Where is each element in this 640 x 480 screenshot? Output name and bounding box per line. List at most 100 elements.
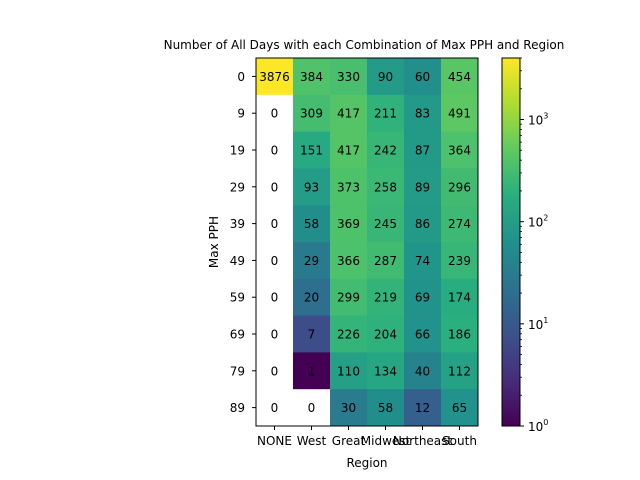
cell-value-label: 7: [308, 328, 316, 342]
cell-value-label: 66: [415, 328, 430, 342]
heatmap-cell: [256, 58, 294, 96]
heatmap-cell: [330, 58, 368, 96]
cell-value-label: 309: [300, 107, 323, 121]
cell-value-label: 29: [304, 254, 319, 268]
cell-value-label: 204: [374, 328, 397, 342]
heatmap-cell: [256, 205, 294, 243]
heatmap-cell: [256, 278, 294, 316]
x-tick-label: Great: [332, 434, 366, 448]
heatmap-cell: [256, 389, 294, 427]
cell-value-label: 58: [304, 217, 319, 231]
cell-value-label: 110: [337, 364, 360, 378]
heatmap-cell-labels: 3876 384 330 90 60 454 0 309 417 211 83 491 0 151 417 2…: [259, 70, 471, 415]
cell-value-label: 274: [448, 217, 471, 231]
heatmap-cell: [330, 315, 368, 353]
y-tick-label: 89: [230, 401, 245, 415]
cell-value-label: 417: [337, 107, 360, 121]
cell-value-label: 491: [448, 107, 471, 121]
cell-value-label: 417: [337, 144, 360, 158]
cell-value-label: 74: [415, 254, 430, 268]
plot-frame: [255, 57, 479, 427]
cell-value-label: 0: [271, 254, 279, 268]
cell-value-label: 0: [271, 107, 279, 121]
heatmap-cell: [293, 168, 331, 206]
heatmap-cell: [441, 389, 479, 427]
y-tick-label: 49: [230, 254, 245, 268]
cell-value-label: 86: [415, 217, 430, 231]
cell-value-label: 219: [374, 291, 397, 305]
cell-value-label: 0: [271, 144, 279, 158]
cell-value-label: 373: [337, 180, 360, 194]
heatmap-cell: [404, 94, 442, 132]
heatmap-cell: [256, 94, 294, 132]
cell-value-label: 151: [300, 144, 323, 158]
heatmap-cell: [441, 278, 479, 316]
heatmap-cell: [367, 278, 405, 316]
cell-value-label: 330: [337, 70, 360, 84]
heatmap-cell: [367, 168, 405, 206]
heatmap-cell: [256, 242, 294, 280]
cell-value-label: 174: [448, 291, 471, 305]
heatmap-cell: [367, 131, 405, 169]
cell-value-label: 60: [415, 70, 430, 84]
cell-value-label: 242: [374, 144, 397, 158]
y-tick-label: 9: [237, 107, 245, 121]
heatmap-cell: [330, 94, 368, 132]
heatmap-cell: [293, 131, 331, 169]
heatmap-cells: [256, 58, 479, 427]
y-tick-label: 59: [230, 291, 245, 305]
x-tick-label: West: [297, 434, 327, 448]
heatmap-cell: [293, 352, 331, 390]
cell-value-label: 20: [304, 291, 319, 305]
y-axis-label: Max PPH: [207, 216, 221, 268]
cell-value-label: 30: [341, 401, 356, 415]
heatmap-cell: [404, 389, 442, 427]
heatmap-cell: [404, 315, 442, 353]
cell-value-label: 245: [374, 217, 397, 231]
cell-value-label: 239: [448, 254, 471, 268]
heatmap-cell: [441, 205, 479, 243]
y-tick-label: 0: [237, 70, 245, 84]
cell-value-label: 369: [337, 217, 360, 231]
heatmap-cell: [256, 131, 294, 169]
y-tick-label: 29: [230, 180, 245, 194]
colorbar-tick-label: 102: [528, 214, 548, 230]
y-tick-label: 79: [230, 364, 245, 378]
cell-value-label: 0: [271, 180, 279, 194]
heatmap-cell: [367, 94, 405, 132]
heatmap-cell: [367, 58, 405, 96]
x-axis-label: Region: [346, 456, 387, 470]
heatmap-cell: [441, 242, 479, 280]
heatmap-cell: [330, 352, 368, 390]
cell-value-label: 226: [337, 328, 360, 342]
heatmap-cell: [441, 168, 479, 206]
heatmap-cell: [256, 352, 294, 390]
cell-value-label: 0: [271, 217, 279, 231]
colorbar-ticks: 100 101 102 103: [520, 57, 548, 434]
cell-value-label: 112: [448, 364, 471, 378]
heatmap-cell: [330, 205, 368, 243]
heatmap-cell: [330, 168, 368, 206]
x-tick-label: Midwest: [361, 434, 411, 448]
cell-value-label: 296: [448, 180, 471, 194]
heatmap-cell: [404, 205, 442, 243]
colorbar-tick-label: 101: [528, 316, 548, 332]
colorbar-tick-label: 100: [528, 418, 548, 434]
cell-value-label: 93: [304, 180, 319, 194]
cell-value-label: 287: [374, 254, 397, 268]
cell-value-label: 58: [378, 401, 393, 415]
cell-value-label: 211: [374, 107, 397, 121]
cell-value-label: 384: [300, 70, 323, 84]
colorbar-tick-label: 103: [528, 112, 548, 128]
cell-value-label: 364: [448, 144, 471, 158]
heatmap-cell: [404, 58, 442, 96]
cell-value-label: 186: [448, 328, 471, 342]
heatmap-cell: [404, 352, 442, 390]
cell-value-label: 89: [415, 180, 430, 194]
colorbar: [501, 57, 521, 427]
cell-value-label: 134: [374, 364, 397, 378]
cell-value-label: 454: [448, 70, 471, 84]
cell-value-label: 69: [415, 291, 430, 305]
